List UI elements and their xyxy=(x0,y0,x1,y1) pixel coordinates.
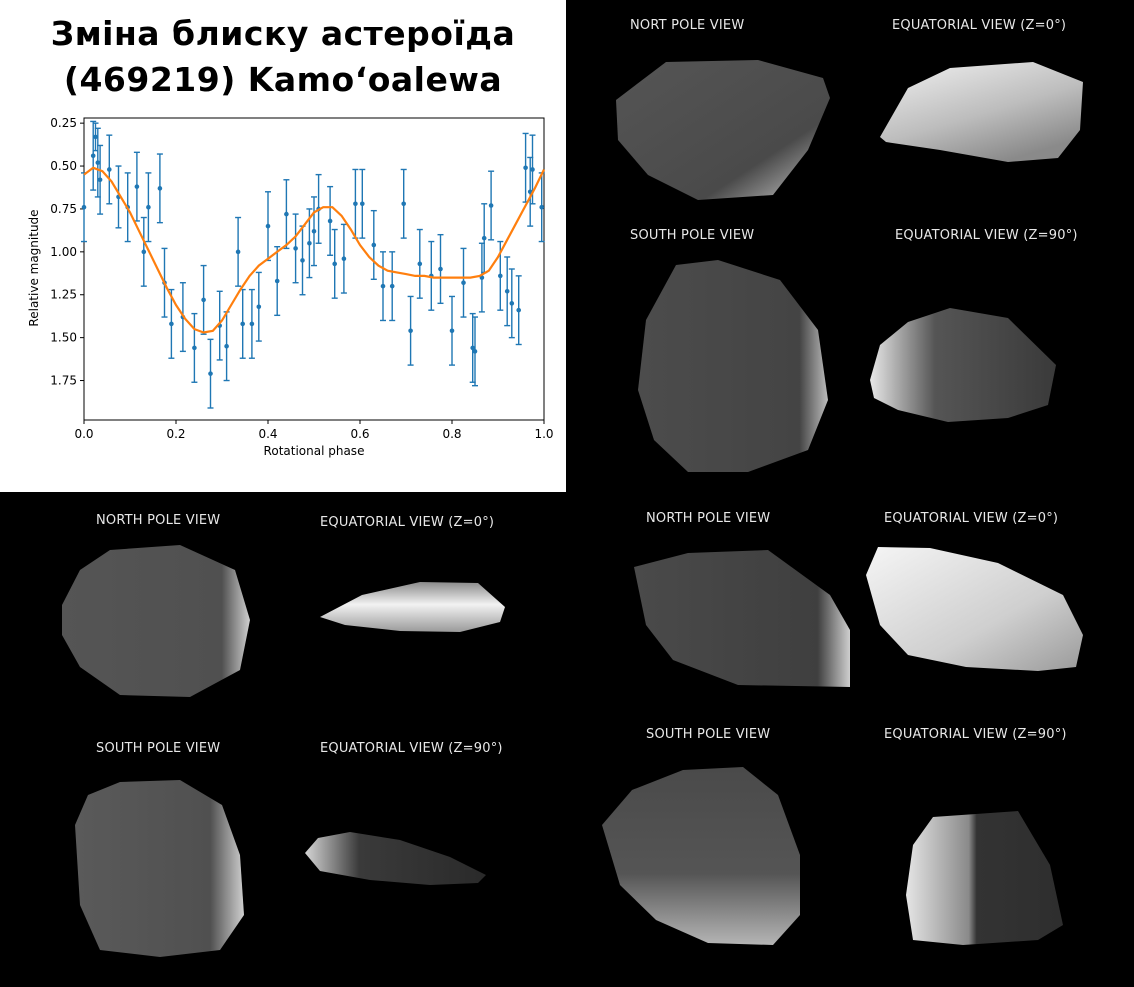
south-pole-view-label: SOUTH POLE VIEW xyxy=(646,727,771,742)
y-tick-label: 1.00 xyxy=(50,245,77,259)
data-point xyxy=(498,273,503,279)
data-point xyxy=(240,321,245,327)
y-tick-label: 1.50 xyxy=(50,331,77,345)
north-pole-view-label: NORTH POLE VIEW xyxy=(646,511,771,526)
data-point xyxy=(380,283,386,289)
data-point xyxy=(360,201,365,207)
x-tick-label: 0.2 xyxy=(166,427,185,441)
shape-model-panel-2: NORTH POLE VIEW EQUATORIAL VIEW (Z=0°) S… xyxy=(0,495,566,987)
asteroid-equatorial-z0-shape xyxy=(880,62,1083,162)
data-point xyxy=(417,261,423,267)
asteroid-equatorial-z0-shape xyxy=(866,547,1083,671)
y-tick-label: 1.25 xyxy=(50,288,77,302)
y-tick-label: 0.75 xyxy=(50,202,77,216)
equatorial-view-z0-label: EQUATORIAL VIEW (Z=0°) xyxy=(320,515,495,530)
shape-model-panel-3: NORTH POLE VIEW EQUATORIAL VIEW (Z=0°) S… xyxy=(568,495,1134,987)
north-pole-view-label: NORT POLE VIEW xyxy=(630,18,745,33)
data-point xyxy=(192,345,197,351)
data-point xyxy=(95,160,101,165)
chart-title-line-2: (469219) Kamoʻoalewa xyxy=(63,60,503,99)
data-point xyxy=(97,177,103,183)
x-tick-label: 0.8 xyxy=(442,427,461,441)
x-tick-label: 0.4 xyxy=(258,427,277,441)
data-point xyxy=(523,165,528,171)
asteroid-equatorial-z90-shape xyxy=(906,811,1063,945)
data-point xyxy=(539,204,544,210)
data-point xyxy=(401,201,407,207)
asteroid-equatorial-z0-shape xyxy=(320,582,505,632)
data-point xyxy=(265,223,271,229)
chart-title-line-1: Зміна блиску астероїда xyxy=(50,14,516,53)
data-point xyxy=(274,278,280,284)
north-pole-view-label: NORTH POLE VIEW xyxy=(96,513,221,528)
y-tick-label: 1.75 xyxy=(50,374,77,388)
equatorial-view-z90-label: EQUATORIAL VIEW (Z=90°) xyxy=(895,228,1078,243)
data-point xyxy=(208,371,213,376)
data-point xyxy=(461,280,466,286)
data-point xyxy=(90,153,96,159)
south-pole-view-label: SOUTH POLE VIEW xyxy=(96,741,221,756)
equatorial-view-z0-label: EQUATORIAL VIEW (Z=0°) xyxy=(892,18,1067,33)
data-point xyxy=(235,249,241,255)
data-point xyxy=(332,261,338,267)
data-point xyxy=(481,235,487,241)
y-tick-label: 0.50 xyxy=(50,159,77,173)
plot-frame xyxy=(83,117,545,421)
shape-model-panel-1: NORT POLE VIEW EQUATORIAL VIEW (Z=0°) SO… xyxy=(568,0,1134,492)
data-point xyxy=(201,297,206,303)
data-point xyxy=(449,328,455,334)
data-point xyxy=(504,289,510,294)
lightcurve-panel: Зміна блиску астероїда (469219) Kamoʻoal… xyxy=(0,0,566,492)
asteroid-south-pole-shape xyxy=(75,780,244,957)
data-point xyxy=(134,184,140,189)
lightcurve-chart: 0.0 0.2 0.4 0.6 0.8 1.0 0.25 0.50 0.75 1.00 1.25 1… xyxy=(27,116,554,458)
data-point xyxy=(470,345,476,351)
data-point xyxy=(311,228,317,234)
data-point xyxy=(157,186,163,191)
equatorial-view-z0-label: EQUATORIAL VIEW (Z=0°) xyxy=(884,511,1059,526)
x-axis-label: Rotational phase xyxy=(264,444,365,458)
data-point xyxy=(81,204,87,210)
data-point xyxy=(516,307,521,313)
data-point xyxy=(307,240,312,246)
asteroid-south-pole-shape xyxy=(602,767,800,945)
data-point xyxy=(249,321,255,327)
data-point xyxy=(169,321,174,327)
asteroid-south-pole-shape xyxy=(638,260,828,472)
x-tick-label: 1.0 xyxy=(534,427,553,441)
data-point xyxy=(341,256,347,262)
data-point xyxy=(284,211,289,217)
asteroid-north-pole-shape xyxy=(616,60,830,200)
x-tick-label: 0.6 xyxy=(350,427,369,441)
data-point xyxy=(353,201,358,207)
data-point xyxy=(438,266,443,272)
equatorial-view-z90-label: EQUATORIAL VIEW (Z=90°) xyxy=(320,741,503,756)
y-axis-label: Relative magnitude xyxy=(27,209,41,326)
data-point xyxy=(371,242,377,248)
y-tick-label: 0.25 xyxy=(50,116,77,130)
data-point xyxy=(327,218,333,224)
data-point xyxy=(146,204,151,210)
data-point xyxy=(530,167,535,172)
data-point xyxy=(256,304,262,310)
data-point xyxy=(472,349,478,354)
asteroid-equatorial-z90-shape xyxy=(305,832,486,885)
south-pole-view-label: SOUTH POLE VIEW xyxy=(630,228,755,243)
asteroid-equatorial-z90-shape xyxy=(870,308,1056,422)
data-point xyxy=(293,246,298,251)
data-point xyxy=(224,343,229,349)
equatorial-view-z90-label: EQUATORIAL VIEW (Z=90°) xyxy=(884,727,1067,742)
data-point xyxy=(488,203,494,208)
data-point xyxy=(141,249,147,255)
data-point xyxy=(300,258,305,263)
asteroid-north-pole-shape xyxy=(62,545,250,697)
data-point xyxy=(509,301,515,306)
fit-curve xyxy=(83,166,545,334)
data-point xyxy=(408,328,413,334)
data-point xyxy=(107,167,112,172)
data-point xyxy=(93,134,98,140)
data-point xyxy=(389,283,395,289)
x-tick-label: 0.0 xyxy=(74,427,93,441)
asteroid-north-pole-shape xyxy=(634,550,850,687)
